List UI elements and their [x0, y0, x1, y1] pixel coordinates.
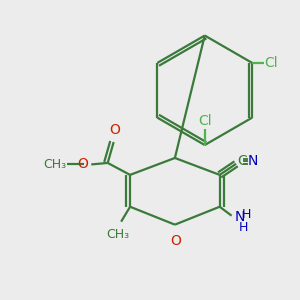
- Text: H: H: [239, 221, 248, 234]
- Text: C: C: [238, 154, 247, 168]
- Text: Cl: Cl: [198, 114, 211, 128]
- Text: Cl: Cl: [265, 56, 278, 70]
- Text: O: O: [77, 158, 88, 171]
- Text: O: O: [109, 123, 120, 137]
- Text: N: N: [248, 154, 258, 168]
- Text: O: O: [170, 234, 181, 248]
- Text: CH₃: CH₃: [106, 228, 130, 241]
- Text: CH₃: CH₃: [44, 158, 67, 171]
- Text: N: N: [235, 210, 245, 224]
- Text: H: H: [242, 208, 251, 221]
